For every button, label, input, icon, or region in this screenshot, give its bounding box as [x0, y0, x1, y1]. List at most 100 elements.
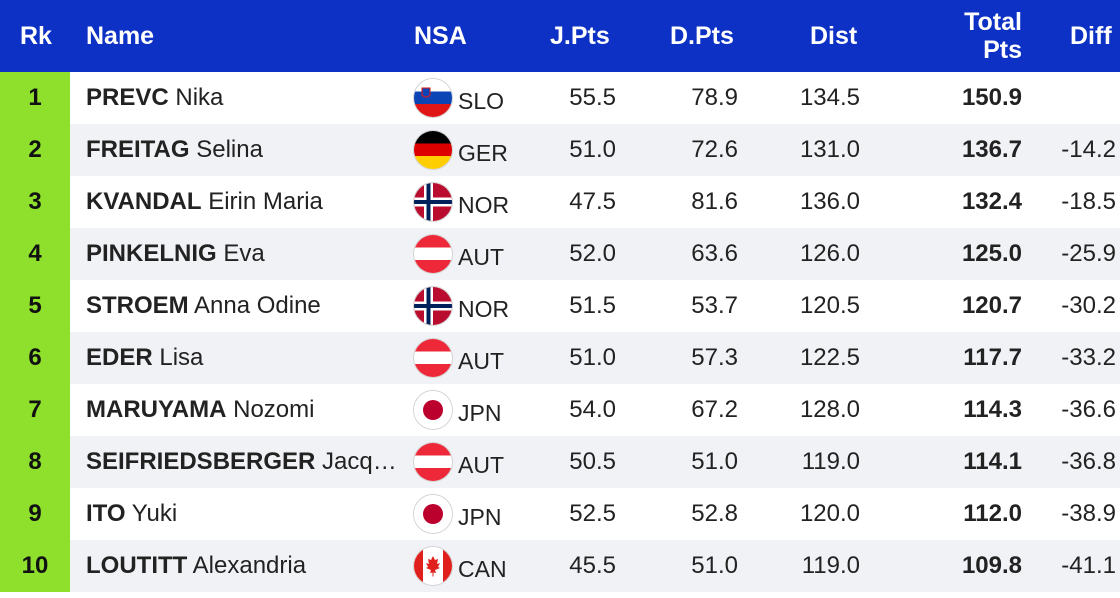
jump-points: 51.5: [569, 292, 616, 319]
points-diff: -36.8: [1061, 448, 1116, 475]
distance: 119.0: [801, 552, 860, 579]
distance: 120.5: [799, 292, 860, 319]
jump-points: 52.0: [569, 240, 616, 267]
points-diff: -14.2: [1061, 136, 1116, 163]
points-diff: -33.2: [1061, 344, 1116, 371]
distance-points: 51.0: [691, 448, 738, 475]
athlete-last-name: STROEM: [86, 292, 189, 319]
nation-flag-icon: [413, 338, 453, 378]
austria-flag-icon: [414, 235, 452, 273]
athlete-name[interactable]: SEIFRIEDSBERGER Jacqueline: [86, 436, 408, 488]
jump-points: 52.5: [569, 500, 616, 527]
rank-cell: 4: [0, 228, 70, 280]
distance-points: 57.3: [691, 344, 738, 371]
athlete-last-name: PREVC: [86, 84, 169, 111]
nsa-code: SLO: [458, 88, 505, 114]
table-row[interactable]: 7 MARUYAMA Nozomi JPN 54.0 67.2 128.0 114.3 -36…: [0, 384, 1120, 436]
distance: 119.0: [801, 448, 860, 475]
header-nsa[interactable]: NSA: [414, 22, 467, 50]
header-total-line1: Total: [964, 8, 1022, 36]
table-row[interactable]: 4 PINKELNIG Eva AUT 52.0 63.6 126.0 125.0 -25.9: [0, 228, 1120, 280]
jump-points: 51.0: [569, 344, 616, 371]
table-row[interactable]: 10 LOUTITT Alexandria CAN 45.5 51.0 119.0 109.…: [0, 540, 1120, 592]
athlete-name[interactable]: LOUTITT Alexandria: [86, 540, 408, 592]
total-points: 136.7: [961, 136, 1022, 163]
japan-flag-icon: [414, 495, 452, 533]
distance: 126.0: [799, 240, 860, 267]
athlete-name[interactable]: KVANDAL Eirin Maria: [86, 176, 408, 228]
rank-cell: 1: [0, 72, 70, 124]
header-rank[interactable]: Rk: [20, 22, 52, 50]
table-row[interactable]: 3 KVANDAL Eirin Maria NOR 47.5 81.6 136.0 132.…: [0, 176, 1120, 228]
athlete-first-name: Eva: [216, 240, 265, 267]
table-row[interactable]: 5 STROEM Anna Odine NOR 51.5 53.7 120.5 120.7 -…: [0, 280, 1120, 332]
table-row[interactable]: 2 FREITAG Selina GER 51.0 72.6 131.0 136.7 -14.…: [0, 124, 1120, 176]
header-diff[interactable]: Diff: [1070, 22, 1112, 50]
points-diff: -18.5: [1061, 188, 1116, 215]
rank-cell: 3: [0, 176, 70, 228]
total-points: 125.0: [961, 240, 1022, 267]
header-distance-points[interactable]: D.Pts: [670, 22, 734, 50]
header-total-points[interactable]: Total Pts: [940, 8, 1022, 64]
points-diff: -36.6: [1061, 396, 1116, 423]
rank-cell: 6: [0, 332, 70, 384]
jump-points: 51.0: [569, 136, 616, 163]
distance-points: 63.6: [691, 240, 738, 267]
total-points: 120.7: [961, 292, 1022, 319]
athlete-first-name: Anna Odine: [188, 292, 321, 319]
athlete-first-name: Alexandria: [187, 552, 307, 579]
athlete-first-name: Nika: [168, 84, 224, 111]
header-jump-points[interactable]: J.Pts: [550, 22, 610, 50]
distance-points: 72.6: [691, 136, 738, 163]
athlete-name[interactable]: EDER Lisa: [86, 332, 408, 384]
rank-cell: 8: [0, 436, 70, 488]
table-header: Rk Name NSA J.Pts D.Pts Dist Total Pts D…: [0, 0, 1120, 72]
athlete-name[interactable]: STROEM Anna Odine: [86, 280, 408, 332]
points-diff: -41.1: [1061, 552, 1116, 579]
total-points: 114.3: [963, 396, 1022, 423]
rank-cell: 2: [0, 124, 70, 176]
austria-flag-icon: [414, 339, 452, 377]
jump-points: 54.0: [569, 396, 616, 423]
points-diff: -38.9: [1061, 500, 1116, 527]
nation-flag-icon: [413, 182, 453, 222]
table-row[interactable]: 1 PREVC Nika SLO 55.5 78.9 134.5 150.9: [0, 72, 1120, 124]
jump-points: 55.5: [569, 84, 616, 111]
distance-points: 67.2: [691, 396, 738, 423]
athlete-last-name: LOUTITT: [86, 552, 188, 579]
nsa-code: AUT: [458, 348, 504, 374]
athlete-name[interactable]: PREVC Nika: [86, 72, 408, 124]
athlete-last-name: KVANDAL: [86, 188, 202, 215]
nsa-code: AUT: [458, 452, 504, 478]
athlete-first-name: Selina: [189, 136, 263, 163]
nsa-code: GER: [458, 140, 508, 166]
total-points: 150.9: [961, 84, 1022, 111]
distance: 122.5: [799, 344, 860, 371]
table-row[interactable]: 6 EDER Lisa AUT 51.0 57.3 122.5 117.7 -33.2: [0, 332, 1120, 384]
jump-points: 45.5: [569, 552, 616, 579]
points-diff: [1030, 72, 1116, 124]
table-row[interactable]: 9 ITO Yuki JPN 52.5 52.8 120.0 112.0 -38.9: [0, 488, 1120, 540]
japan-flag-icon: [414, 391, 452, 429]
jump-points: 47.5: [569, 188, 616, 215]
points-diff: -30.2: [1061, 292, 1116, 319]
distance: 128.0: [799, 396, 860, 423]
distance: 136.0: [799, 188, 860, 215]
nsa-code: NOR: [458, 192, 510, 218]
athlete-name[interactable]: PINKELNIG Eva: [86, 228, 408, 280]
athlete-name[interactable]: MARUYAMA Nozomi: [86, 384, 408, 436]
norway-flag-icon: [414, 287, 452, 325]
athlete-name[interactable]: FREITAG Selina: [86, 124, 408, 176]
distance-points: 78.9: [691, 84, 738, 111]
total-points: 114.1: [963, 448, 1022, 475]
header-name[interactable]: Name: [86, 22, 155, 50]
nation-flag-icon: [413, 234, 453, 274]
table-row[interactable]: 8 SEIFRIEDSBERGER Jacqueline AUT 50.5 51.0 11…: [0, 436, 1120, 488]
nsa-code: JPN: [458, 400, 502, 426]
total-points: 132.4: [961, 188, 1022, 215]
header-distance[interactable]: Dist: [810, 22, 858, 50]
athlete-name[interactable]: ITO Yuki: [86, 488, 408, 540]
nsa-code: JPN: [458, 504, 502, 530]
nsa-code: NOR: [458, 296, 510, 322]
rank-cell: 7: [0, 384, 70, 436]
